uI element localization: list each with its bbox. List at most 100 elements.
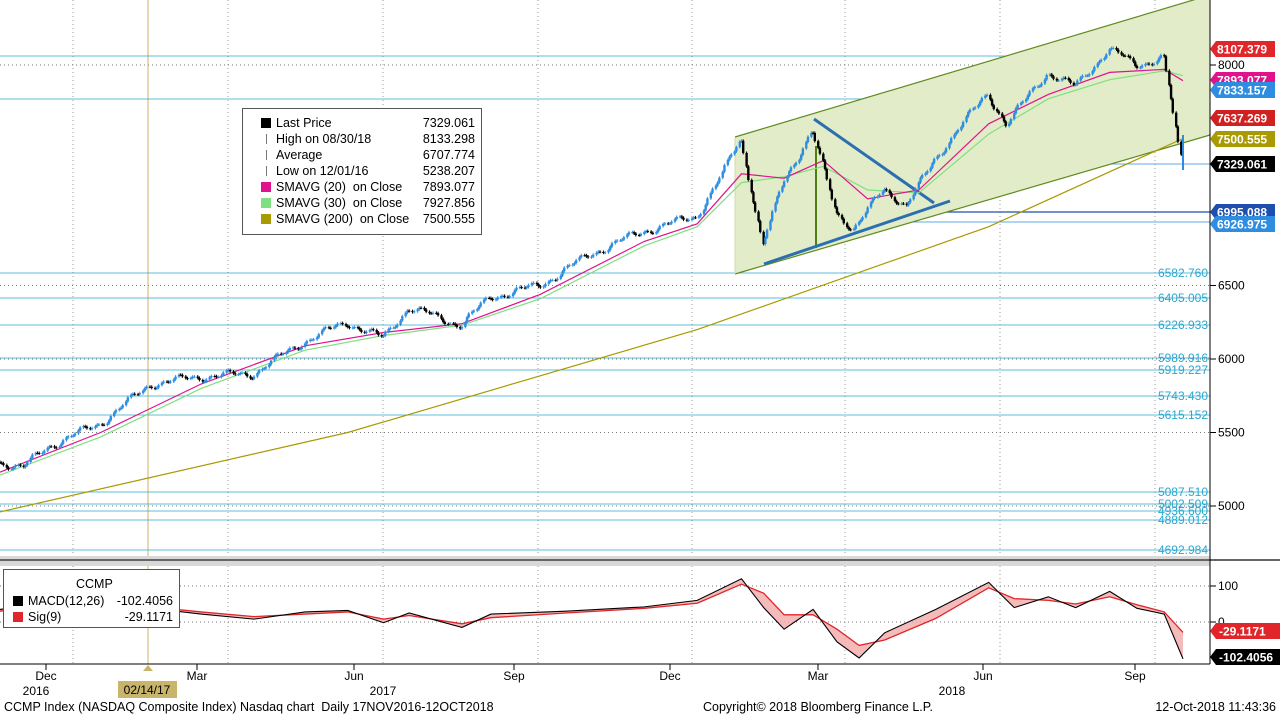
candle-body: [1140, 65, 1144, 68]
legend-value: 6707.774: [422, 148, 475, 162]
candle-body: [288, 348, 291, 351]
candle-body: [866, 207, 869, 213]
candle-body: [765, 229, 769, 238]
candle-body: [638, 235, 641, 237]
candle-body: [1062, 77, 1065, 80]
candle-body: [989, 94, 992, 100]
candle-body: [470, 311, 474, 314]
legend-name: SMAVG (200) on Close: [276, 212, 410, 226]
candle-body: [273, 356, 276, 361]
candle-body: [227, 370, 230, 372]
price-tag: [1210, 82, 1275, 98]
legend-swatch-icon: [261, 182, 271, 192]
candle-body: [992, 105, 995, 110]
channel-area: [735, 0, 1210, 274]
candle-body: [544, 283, 547, 287]
candle-body: [692, 217, 695, 219]
candle-body: [489, 298, 493, 300]
candle-body: [380, 335, 384, 337]
candle-body: [580, 255, 583, 258]
candle-body: [424, 309, 428, 312]
price-tag: [1210, 41, 1275, 57]
candle-body: [138, 393, 141, 395]
candle-body: [1127, 55, 1130, 57]
signal-line: [0, 583, 1184, 647]
candle-body: [389, 327, 392, 329]
candle-body: [472, 310, 476, 312]
candle-body: [309, 339, 312, 342]
candle-body: [1163, 55, 1166, 57]
candle-body: [61, 440, 65, 444]
macd-legend-value: -102.4056: [116, 594, 173, 608]
candle-body: [322, 327, 326, 331]
candle-body: [31, 454, 34, 458]
x-tick-label: Mar: [187, 669, 208, 683]
candle-body: [1064, 77, 1067, 79]
candle-body: [401, 316, 404, 321]
candle-body: [208, 377, 211, 380]
candle-body: [542, 286, 545, 288]
price-tag: [1210, 131, 1275, 147]
candle-body: [777, 191, 781, 197]
candle-body: [244, 372, 247, 374]
candle-body: [849, 229, 852, 231]
candle-body: [239, 373, 242, 375]
candle-body: [943, 152, 946, 155]
candle-body: [72, 435, 75, 437]
candle-body: [985, 94, 989, 96]
candle-body: [148, 386, 152, 388]
candle-body: [0, 462, 3, 464]
candle-body: [834, 199, 837, 208]
candle-body: [782, 181, 786, 187]
candle-body: [84, 426, 87, 428]
candle-body: [973, 107, 977, 109]
candle-body: [360, 329, 363, 332]
candle-body: [1072, 82, 1076, 85]
candle-body: [861, 217, 864, 221]
candle-body: [312, 339, 315, 341]
legend-swatch-icon: [261, 118, 271, 128]
candle-body: [822, 153, 825, 161]
candle-body: [806, 136, 810, 142]
candle-body: [22, 465, 26, 468]
candle-body: [26, 462, 29, 466]
legend-name: Low on 12/01/16: [276, 164, 369, 178]
candle-body: [215, 376, 218, 378]
candle-body: [852, 228, 856, 230]
candle-body: [656, 229, 660, 233]
candle-body: [673, 219, 677, 222]
candle-body: [1076, 80, 1079, 85]
candle-body: [573, 263, 576, 265]
candle-body: [639, 233, 643, 236]
candle-body: [225, 370, 228, 373]
legend-swatch-icon: [266, 150, 267, 160]
macd-swatch-icon: [13, 596, 23, 606]
sig-legend-row: Sig(9) -29.1171: [4, 609, 179, 625]
candle-body: [614, 241, 617, 244]
candle-body: [327, 327, 331, 329]
candle-body: [663, 223, 666, 225]
candle-body: [678, 216, 682, 218]
candle-body: [1180, 141, 1183, 155]
candle-body: [556, 278, 559, 281]
level-label: 4936.600: [1158, 504, 1208, 518]
candle-body: [317, 334, 320, 338]
candle-body: [956, 130, 960, 133]
candle-body: [680, 216, 684, 218]
candle-body: [757, 211, 760, 222]
candle-body: [1169, 85, 1173, 99]
candle-body: [130, 394, 133, 398]
candle-body: [907, 202, 910, 206]
legend-swatch-icon: [266, 134, 267, 144]
level-label: 5743.430: [1158, 389, 1208, 403]
candle-body: [17, 464, 20, 466]
candle-body: [406, 310, 409, 313]
candle-body: [1093, 66, 1096, 72]
candle-body: [917, 182, 920, 189]
candle-body: [48, 446, 51, 448]
candle-body: [488, 297, 491, 299]
candle-body: [196, 376, 199, 378]
candle-body: [46, 447, 49, 451]
candle-body: [336, 323, 339, 326]
candle-body: [709, 192, 713, 199]
